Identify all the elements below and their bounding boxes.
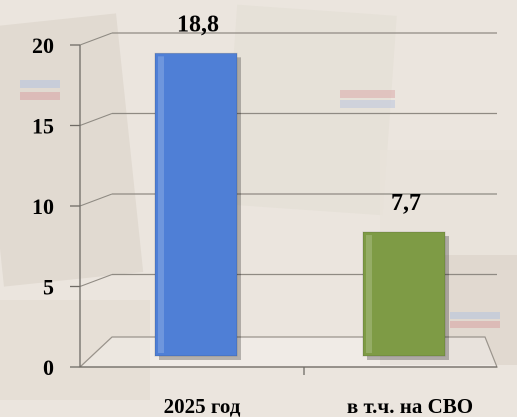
bar: [362, 231, 446, 357]
gridline-diagonal: [79, 273, 113, 288]
bar: [154, 52, 238, 357]
y-tick-label: 10: [32, 194, 54, 219]
y-tick-label: 5: [43, 275, 54, 300]
y-tick-label: 0: [43, 355, 54, 380]
bar-highlight: [158, 56, 164, 353]
axes: [70, 44, 497, 375]
data-label: 7,7: [391, 190, 421, 216]
gridline-diagonal: [79, 32, 113, 46]
category-label: 2025 год: [164, 394, 241, 417]
labels: 0 5 10 15 20 18,8 2025 год 7,7 в т.ч. на СВО: [32, 11, 473, 417]
y-tick-label: 20: [32, 33, 54, 58]
gridline-diagonal: [79, 193, 113, 207]
y-tick-label: 15: [32, 114, 54, 139]
bar-highlight: [366, 235, 372, 353]
data-label: 18,8: [177, 11, 219, 37]
gridline-diagonal: [79, 112, 113, 127]
category-label: в т.ч. на СВО: [347, 394, 473, 417]
bars: [154, 52, 449, 360]
